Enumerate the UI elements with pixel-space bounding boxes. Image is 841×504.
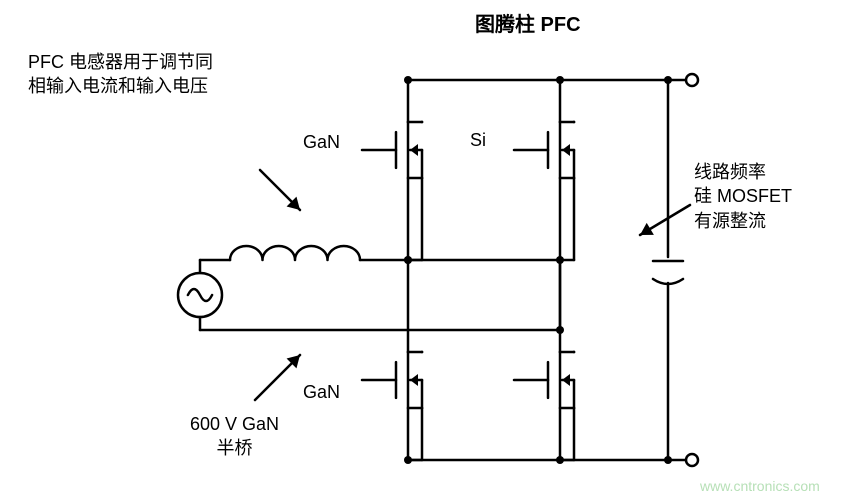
annotation-line-freq: 线路频率 硅 MOSFET 有源整流 bbox=[694, 160, 792, 233]
inductor bbox=[230, 246, 360, 260]
annotation-si-top: Si bbox=[470, 128, 486, 152]
cap-plate-bottom bbox=[653, 279, 683, 284]
annotation-gan-bottom: GaN bbox=[303, 380, 340, 404]
watermark: www.cntronics.com bbox=[700, 478, 820, 494]
annotation-pfc-inductor: PFC 电感器用于调节同 相输入电流和输入电压 bbox=[28, 50, 213, 99]
annotation-half-bridge: 600 V GaN 半桥 bbox=[190, 412, 279, 461]
annotation-gan-top: GaN bbox=[303, 130, 340, 154]
gan-top-arrow bbox=[410, 144, 418, 156]
si-bottom-arrow bbox=[562, 374, 570, 386]
gan-bottom-arrow bbox=[410, 374, 418, 386]
ac-sine bbox=[188, 289, 212, 301]
si-top-arrow bbox=[562, 144, 570, 156]
diagram-title: 图腾柱 PFC bbox=[475, 12, 581, 39]
